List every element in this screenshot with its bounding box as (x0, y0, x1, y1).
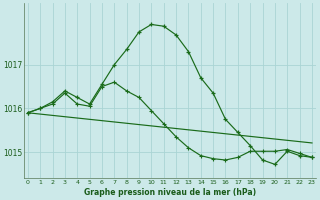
X-axis label: Graphe pression niveau de la mer (hPa): Graphe pression niveau de la mer (hPa) (84, 188, 256, 197)
